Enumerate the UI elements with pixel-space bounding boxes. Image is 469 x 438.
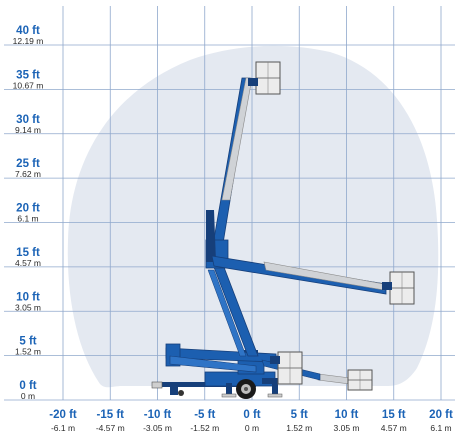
x-axis-labels: -20 ft -6.1 m -15 ft -4.57 m -10 ft -3.05 m -5… <box>49 409 453 433</box>
x-tick-label-ft: -5 ft <box>194 409 215 421</box>
x-tick-label-m: -3.05 m <box>143 423 172 433</box>
y-tick-label-m: 0 m <box>21 391 35 401</box>
platform-stowed <box>270 351 303 385</box>
y-tick-label-ft: 5 ft <box>19 336 36 348</box>
x-tick-label-m: -4.57 m <box>96 423 125 433</box>
y-tick-label-ft: 40 ft <box>16 25 40 37</box>
x-tick-label-m: -1.52 m <box>190 423 219 433</box>
y-tick-label-m: 7.62 m <box>15 169 41 179</box>
x-tick-label-ft: 0 ft <box>243 409 260 421</box>
platform-low <box>347 369 373 391</box>
x-tick-label-m: 0 m <box>245 423 259 433</box>
y-tick-label-ft: 25 ft <box>16 158 40 170</box>
y-tick-label-ft: 0 ft <box>19 380 36 392</box>
x-tick-label-ft: -15 ft <box>97 409 125 421</box>
x-tick-label-m: 1.52 m <box>286 423 312 433</box>
upper-boom-extended <box>211 255 387 295</box>
wheel <box>236 379 256 399</box>
y-tick-label-m: 3.05 m <box>15 302 41 312</box>
upper-boom-raised <box>205 77 253 269</box>
boom-lift-machine <box>151 61 415 399</box>
x-tick-label-m: 4.57 m <box>381 423 407 433</box>
y-tick-label-ft: 20 ft <box>16 203 40 215</box>
working-envelope <box>67 45 439 388</box>
x-tick-label-ft: -20 ft <box>49 409 77 421</box>
y-tick-label-ft: 15 ft <box>16 247 40 259</box>
chassis <box>204 371 284 398</box>
platform-right <box>382 271 415 305</box>
x-tick-label-m: 6.1 m <box>430 423 451 433</box>
lower-boom <box>207 261 259 357</box>
x-tick-label-m: -6.1 m <box>51 423 75 433</box>
y-tick-label-ft: 30 ft <box>16 114 40 126</box>
x-tick-label-ft: 20 ft <box>429 409 453 421</box>
x-tick-label-ft: 5 ft <box>291 409 308 421</box>
x-tick-label-ft: -10 ft <box>144 409 172 421</box>
x-tick-label-m: 3.05 m <box>334 423 360 433</box>
y-tick-label-m: 1.52 m <box>15 347 41 357</box>
y-tick-label-m: 4.57 m <box>15 258 41 268</box>
platform-top <box>248 61 281 95</box>
y-tick-label-m: 9.14 m <box>15 125 41 135</box>
y-tick-label-m: 12.19 m <box>13 36 44 46</box>
y-tick-label-ft: 35 ft <box>16 69 40 81</box>
x-tick-label-ft: 15 ft <box>382 409 406 421</box>
x-tick-label-ft: 10 ft <box>335 409 359 421</box>
y-tick-label-ft: 10 ft <box>16 291 40 303</box>
stowed-boom <box>165 343 277 373</box>
y-tick-label-m: 10.67 m <box>13 80 44 90</box>
y-tick-label-m: 6.1 m <box>17 214 38 224</box>
